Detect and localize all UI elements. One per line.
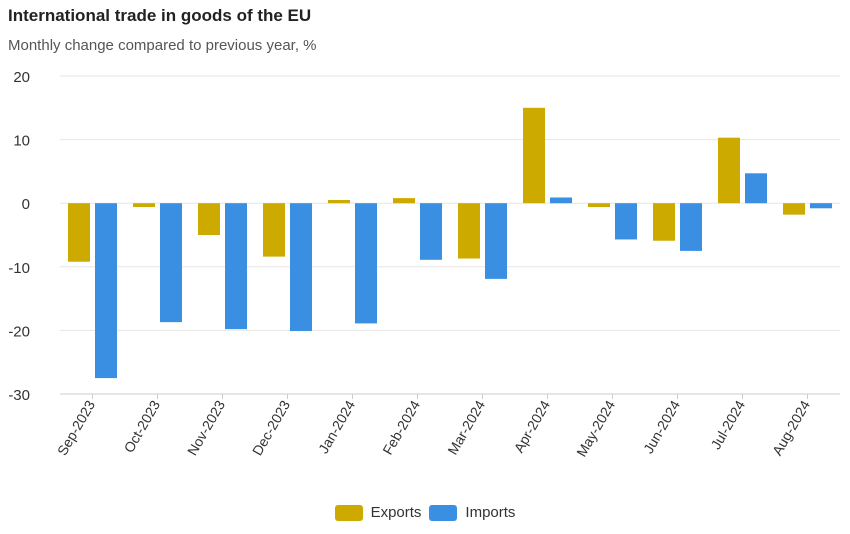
x-tick-label: Oct-2023 <box>120 397 163 455</box>
x-tick-label: Jun-2024 <box>640 397 683 456</box>
bar-chart: 20 10 0 -10 -20 -30 Sep-2023 Oct-2023 Nov-2023 De… <box>8 69 840 459</box>
legend-label-exports: Exports <box>370 504 422 521</box>
x-tick-label: Feb-2024 <box>379 397 423 457</box>
x-tick-label: Jul-2024 <box>707 397 748 452</box>
x-tick-label: Aug-2024 <box>769 397 813 458</box>
bar-imports <box>550 197 572 204</box>
bar-imports <box>290 203 312 332</box>
x-tick-label: May-2024 <box>573 397 618 459</box>
chart-subtitle: Monthly change compared to previous year… <box>8 37 317 54</box>
bar-imports <box>355 203 377 324</box>
y-tick-label: 0 <box>22 196 30 213</box>
x-tick-label: Jan-2024 <box>315 397 358 456</box>
legend-swatch-imports <box>429 504 458 521</box>
chart-legend: Exports Imports <box>0 504 850 521</box>
bar-imports <box>680 203 702 251</box>
x-tick-label: Sep-2023 <box>54 397 98 458</box>
bar-imports <box>225 203 247 330</box>
bar-exports <box>263 203 285 257</box>
bar-exports <box>393 198 415 204</box>
y-tick-label: -30 <box>8 387 30 404</box>
bar-imports <box>420 203 442 260</box>
bar-imports <box>615 203 637 240</box>
legend-label-imports: Imports <box>465 504 516 521</box>
x-tick-label: Mar-2024 <box>444 397 488 457</box>
bar-exports <box>133 203 155 208</box>
bar-exports <box>68 203 90 262</box>
legend-swatch-exports <box>334 504 363 521</box>
y-tick-label: -20 <box>8 323 30 340</box>
y-tick-label: 20 <box>13 69 30 86</box>
bar-exports <box>588 203 610 208</box>
legend-item-imports[interactable]: Imports <box>429 504 515 521</box>
legend-item-exports[interactable]: Exports <box>334 504 422 521</box>
bar-exports <box>783 203 805 215</box>
bar-imports <box>485 203 507 279</box>
x-tick-label: Dec-2023 <box>249 397 293 458</box>
bar-exports <box>198 203 220 235</box>
bar-imports <box>95 203 117 379</box>
y-tick-label: -10 <box>8 260 30 277</box>
bar-imports <box>745 173 767 204</box>
x-tick-label: Apr-2024 <box>510 397 553 455</box>
x-tick-label: Nov-2023 <box>184 397 228 458</box>
bar-exports <box>523 107 545 204</box>
bar-exports <box>718 137 740 204</box>
bar-imports <box>160 203 182 323</box>
bar-imports <box>810 203 832 209</box>
y-tick-label: 10 <box>13 133 30 150</box>
bar-exports <box>458 203 480 259</box>
chart-title: International trade in goods of the EU <box>8 6 312 25</box>
bar-exports <box>653 203 675 241</box>
bar-exports <box>328 200 350 204</box>
